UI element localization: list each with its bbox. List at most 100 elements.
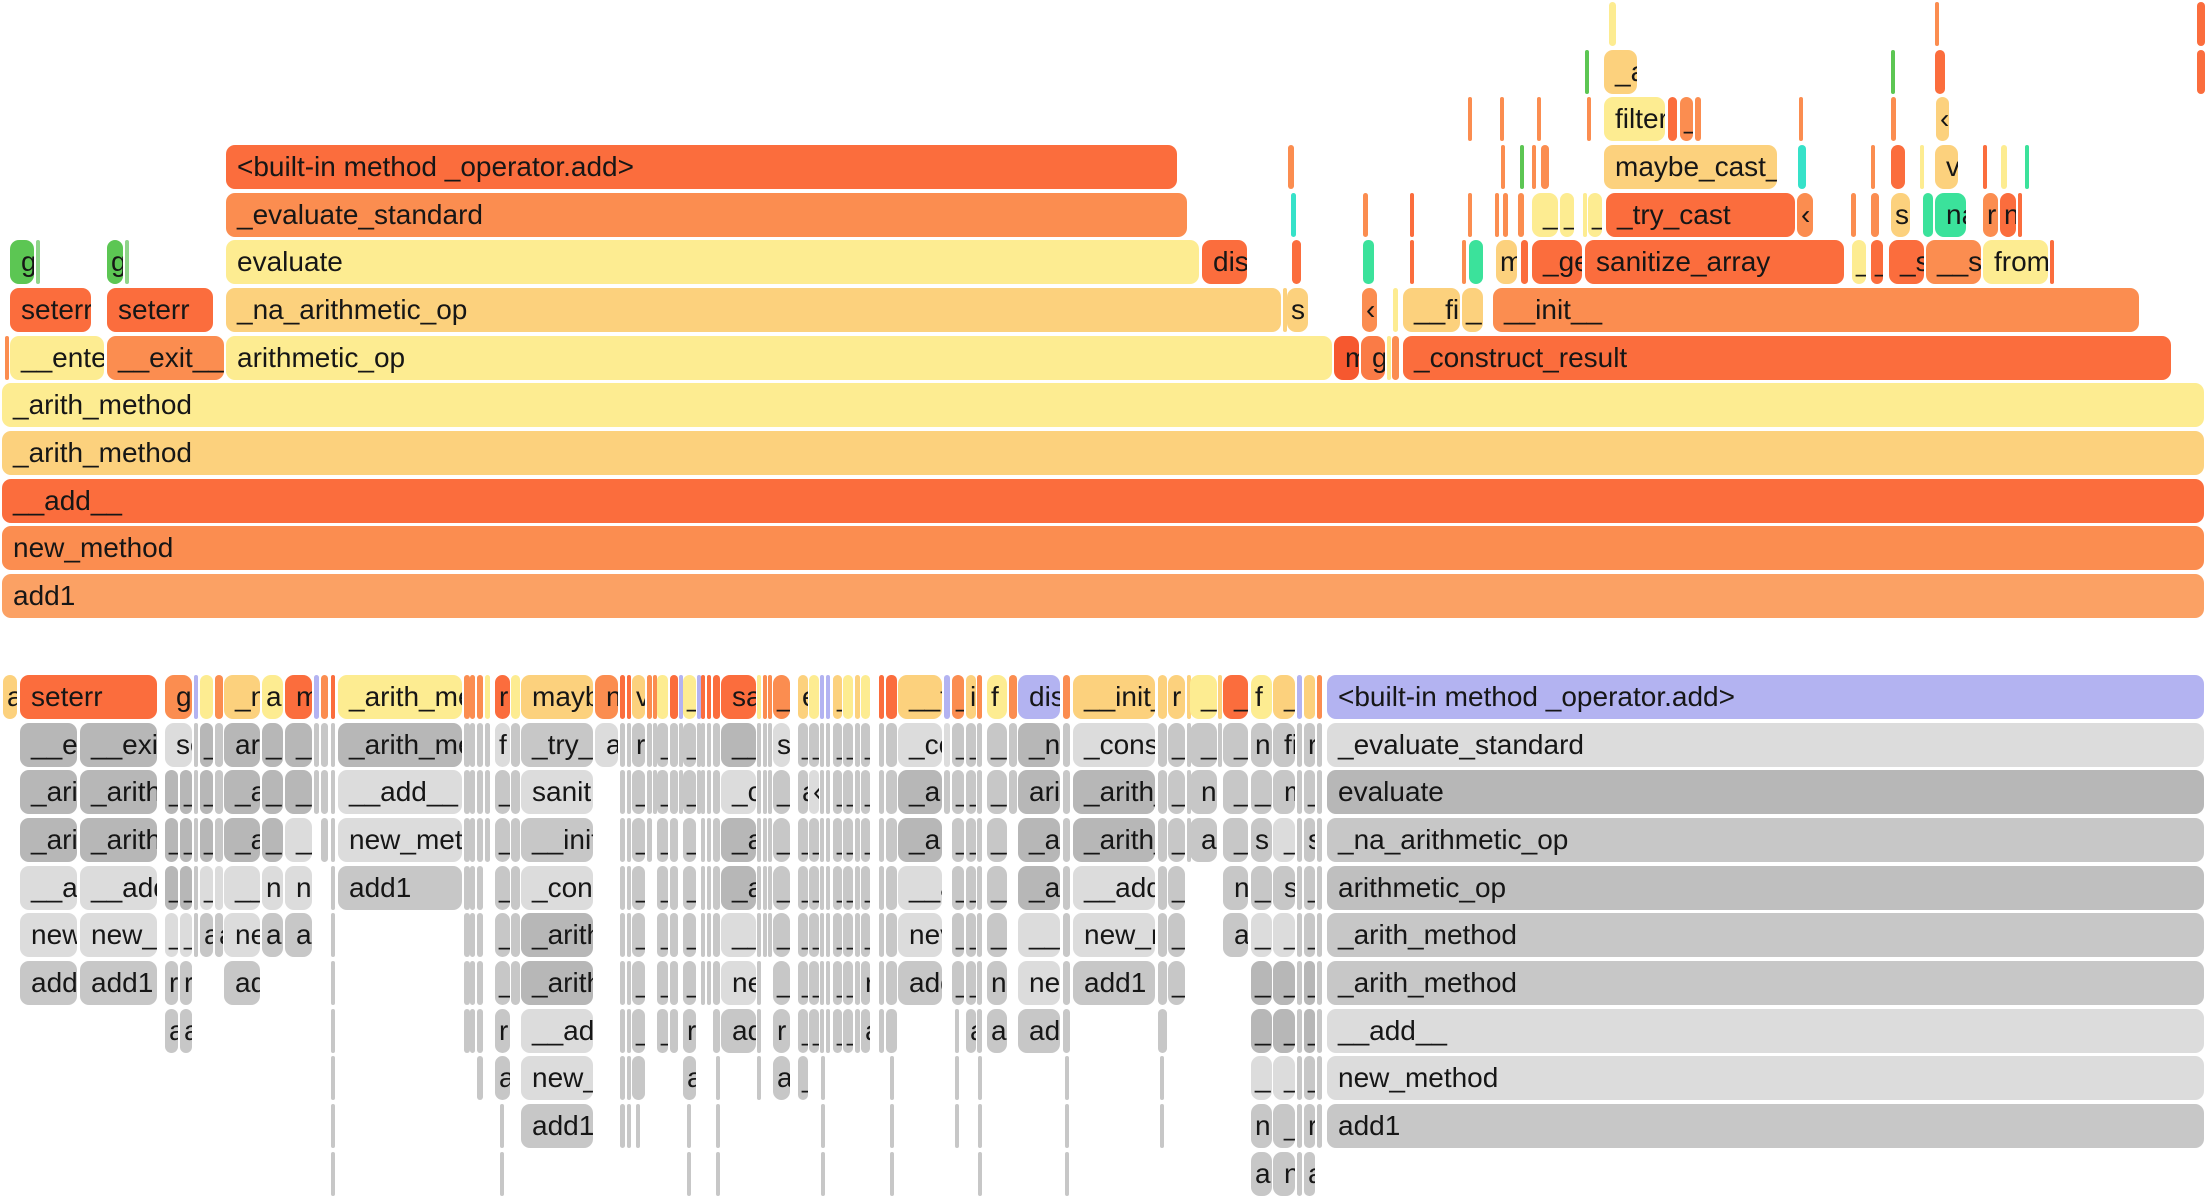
flame-bar[interactable]	[2001, 144, 2007, 189]
caller-stack-bar[interactable]	[697, 722, 701, 767]
flame-bar[interactable]: arithmetic_op	[226, 335, 1332, 380]
flame-bar[interactable]: r	[1983, 192, 1998, 237]
flame-bar[interactable]	[1891, 144, 1905, 189]
caller-stack-bar[interactable]	[707, 722, 711, 767]
flame-bar[interactable]	[1292, 240, 1301, 285]
caller-stack-bar[interactable]	[620, 913, 625, 958]
caller-stack-bar[interactable]	[314, 770, 319, 815]
caller-stack-bar[interactable]	[194, 817, 198, 862]
caller-stack-bar[interactable]	[855, 722, 860, 767]
caller-stack-bar[interactable]	[697, 770, 701, 815]
flame-group-header[interactable]: _arith_me	[338, 675, 462, 719]
flame-bar[interactable]: _	[1588, 192, 1602, 237]
flame-bar[interactable]: _s	[1889, 240, 1924, 285]
caller-stack-bar[interactable]: _	[952, 913, 964, 958]
caller-stack-bar[interactable]: add1	[80, 960, 157, 1005]
caller-stack-bar[interactable]	[470, 1008, 475, 1053]
caller-stack-bar[interactable]	[670, 770, 678, 815]
caller-stack-bar[interactable]	[511, 960, 520, 1005]
caller-stack-bar[interactable]	[763, 722, 767, 767]
caller-stack-bar[interactable]	[1063, 913, 1070, 958]
caller-stack-bar[interactable]	[331, 1103, 335, 1148]
caller-stack-bar[interactable]: _	[657, 913, 668, 958]
caller-stack-bar[interactable]: add1	[1073, 960, 1155, 1005]
caller-stack-bar[interactable]	[679, 722, 683, 767]
caller-stack-bar[interactable]	[1187, 770, 1191, 815]
caller-stack-bar[interactable]	[620, 1103, 625, 1148]
caller-stack-bar[interactable]: _	[200, 865, 213, 910]
caller-stack-bar[interactable]	[890, 1151, 894, 1196]
caller-stack-bar[interactable]	[757, 1056, 761, 1101]
flame-bar[interactable]: __	[1532, 192, 1558, 237]
flame-bar[interactable]: _ge	[1532, 240, 1582, 285]
caller-stack-bar[interactable]	[627, 1056, 631, 1101]
caller-stack-bar[interactable]	[826, 817, 830, 862]
caller-stack-bar[interactable]: _a	[1223, 770, 1248, 815]
flame-group-header[interactable]	[977, 675, 982, 719]
flame-group-header[interactable]: _	[683, 675, 696, 719]
flame-group-header[interactable]: __init_	[1073, 675, 1155, 719]
flame-group-header[interactable]	[826, 675, 830, 719]
caller-stack-bar[interactable]	[477, 722, 483, 767]
caller-stack-bar[interactable]: _	[1190, 722, 1217, 767]
flame-group-header[interactable]	[511, 675, 520, 719]
caller-stack-bar[interactable]: _	[1168, 770, 1185, 815]
flame-group-header[interactable]	[886, 675, 897, 719]
caller-stack-bar[interactable]: _arith	[521, 913, 593, 958]
caller-stack-bar[interactable]: _c	[721, 770, 756, 815]
flame-bar[interactable]: __add__	[2, 478, 2204, 523]
flame-bar[interactable]	[1410, 192, 1414, 237]
flame-bar[interactable]	[36, 240, 40, 285]
flame-bar[interactable]	[1503, 192, 1508, 237]
flame-bar[interactable]: seterr	[10, 287, 91, 332]
flame-bar[interactable]: __exit__	[107, 335, 224, 380]
caller-stack-bar[interactable]	[647, 722, 652, 767]
caller-stack-bar[interactable]: _ar	[898, 770, 942, 815]
caller-stack-bar[interactable]: _	[1251, 913, 1272, 958]
flame-bar[interactable]	[1587, 97, 1591, 142]
caller-stack-bar[interactable]: _	[1168, 722, 1185, 767]
caller-stack-bar[interactable]: _	[1304, 770, 1315, 815]
caller-stack-bar[interactable]	[670, 960, 678, 1005]
caller-stack-bar[interactable]	[1317, 1103, 1322, 1148]
caller-stack-bar[interactable]	[477, 1008, 483, 1053]
caller-stack-bar[interactable]: _	[495, 960, 510, 1005]
flame-group-header[interactable]	[1218, 675, 1222, 719]
caller-stack-bar[interactable]: _	[495, 913, 510, 958]
flame-bar[interactable]: __fi	[1403, 287, 1460, 332]
caller-stack-bar[interactable]	[855, 817, 860, 862]
flame-bar[interactable]	[1585, 49, 1589, 94]
caller-stack-bar[interactable]: ne	[224, 913, 260, 958]
caller-stack-bar[interactable]: n	[1251, 722, 1272, 767]
flame-group-header[interactable]	[701, 675, 705, 719]
caller-stack-bar[interactable]	[215, 817, 223, 862]
flame-group-header[interactable]: e	[798, 675, 808, 719]
caller-stack-bar[interactable]	[1063, 865, 1070, 910]
caller-stack-bar[interactable]	[314, 722, 319, 767]
caller-stack-bar[interactable]	[627, 722, 631, 767]
caller-stack-bar[interactable]	[321, 722, 328, 767]
caller-stack-bar[interactable]: nev	[898, 913, 942, 958]
caller-stack-bar[interactable]: __	[1223, 817, 1248, 862]
caller-stack-bar[interactable]: _	[798, 960, 808, 1005]
caller-stack-bar[interactable]: _arit	[20, 770, 77, 815]
flame-bar[interactable]: g	[107, 240, 123, 285]
flame-bar[interactable]	[1609, 2, 1616, 46]
flame-group-header[interactable]	[485, 675, 490, 719]
caller-stack-bar[interactable]	[1063, 770, 1070, 815]
caller-stack-bar[interactable]	[978, 1151, 982, 1196]
caller-stack-bar[interactable]: _	[966, 817, 976, 862]
flame-bar[interactable]	[1520, 144, 1524, 189]
caller-stack-bar[interactable]: r	[1304, 1103, 1315, 1148]
flame-bar[interactable]: g	[10, 240, 34, 285]
flame-bar[interactable]	[1495, 192, 1499, 237]
caller-stack-bar[interactable]: _	[987, 865, 1007, 910]
caller-stack-bar[interactable]	[757, 722, 761, 767]
flame-group-header[interactable]: a	[3, 675, 17, 719]
caller-stack-bar[interactable]: _	[495, 770, 510, 815]
caller-stack-bar[interactable]	[1317, 865, 1322, 910]
flame-bar[interactable]	[1387, 335, 1391, 380]
caller-stack-bar[interactable]	[1297, 1056, 1302, 1101]
caller-stack-bar[interactable]	[485, 770, 490, 815]
caller-stack-bar[interactable]: _	[861, 913, 870, 958]
